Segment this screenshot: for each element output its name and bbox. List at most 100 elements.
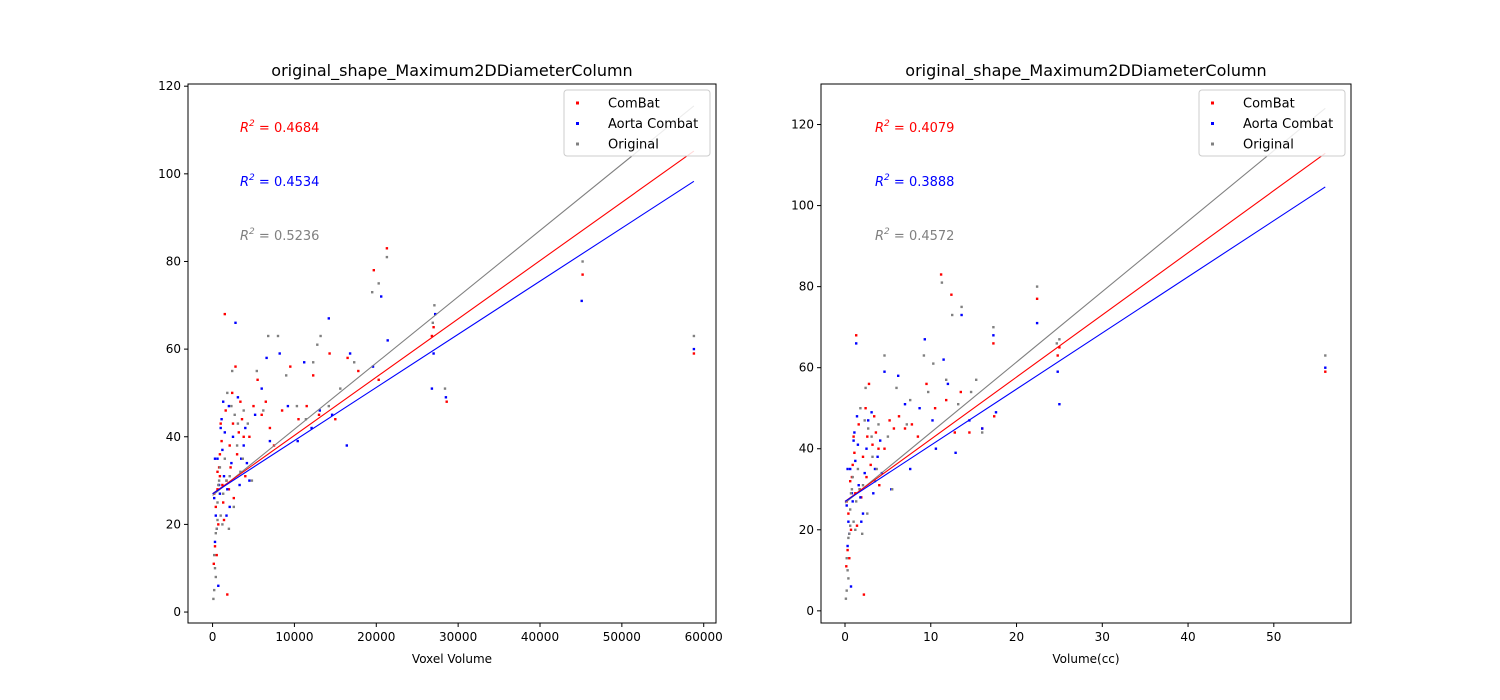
x-tick-label: 50 [1266, 630, 1281, 644]
data-point [222, 501, 225, 504]
data-point [212, 597, 215, 601]
regression-line [844, 152, 1326, 502]
data-point [845, 504, 848, 507]
data-point [231, 435, 235, 438]
data-point [883, 354, 886, 357]
data-point [248, 479, 251, 482]
data-point [353, 361, 356, 364]
data-point [869, 463, 872, 467]
y-tick-label: 60 [166, 342, 181, 356]
legend-marker [1211, 101, 1214, 105]
data-point [444, 396, 448, 399]
data-point [855, 500, 858, 503]
data-point [581, 273, 584, 276]
data-point [232, 496, 235, 500]
x-tick-label: 60000 [685, 630, 723, 644]
data-point [883, 447, 886, 450]
data-point [264, 400, 267, 403]
legend-box [563, 89, 711, 157]
data-point [230, 461, 233, 465]
data-point [1058, 338, 1061, 341]
data-point [297, 418, 300, 421]
legend-label: Aorta Combat [1243, 117, 1333, 132]
y-tick-label: 100 [158, 167, 181, 181]
data-point [214, 514, 217, 517]
data-point [851, 475, 854, 479]
data-point [994, 411, 998, 414]
axes-frame [187, 83, 717, 624]
data-point [265, 356, 268, 360]
y-tick-label: 0 [806, 604, 814, 618]
data-point [857, 484, 860, 487]
data-point [227, 404, 231, 408]
data-point [945, 378, 948, 381]
data-point [867, 419, 870, 422]
data-point [432, 352, 435, 355]
data-point [846, 467, 849, 471]
legend-label: ComBat [608, 97, 660, 112]
data-point [385, 255, 389, 259]
data-point [214, 505, 217, 509]
data-point [871, 443, 874, 446]
data-point [385, 247, 389, 250]
data-point [345, 444, 348, 447]
data-point [225, 514, 228, 517]
data-point [228, 444, 231, 447]
data-point [221, 523, 224, 526]
data-point [289, 365, 292, 368]
data-point [295, 404, 299, 408]
data-point [1055, 342, 1058, 345]
data-point [847, 536, 850, 540]
data-point [909, 467, 912, 471]
data-point [855, 415, 859, 418]
data-point [870, 411, 873, 414]
data-point [218, 466, 222, 469]
r-squared-annotation: R2 = 0.4572 [875, 227, 954, 244]
data-point [1324, 370, 1327, 373]
data-point [241, 457, 244, 460]
data-point [240, 457, 243, 460]
regression-line [212, 180, 695, 495]
data-point [1058, 346, 1061, 349]
data-point [213, 457, 217, 460]
legend-label: Original [608, 138, 659, 153]
data-point [846, 548, 849, 552]
data-point [856, 467, 860, 471]
data-point [213, 588, 216, 592]
data-point [252, 404, 255, 408]
data-point [253, 413, 257, 416]
data-point [859, 496, 862, 499]
data-point [942, 358, 945, 361]
x-tick-label: 10000 [275, 630, 313, 644]
legend: ComBat Aorta Combat Original [563, 89, 711, 157]
y-tick-label: 20 [166, 517, 181, 531]
data-point [847, 512, 850, 515]
data-point [317, 413, 321, 416]
data-point [878, 484, 881, 487]
data-point [864, 407, 867, 410]
data-point [233, 413, 236, 416]
data-point [1058, 403, 1061, 406]
data-point [872, 492, 875, 495]
data-point [1035, 321, 1039, 325]
data-point [222, 518, 226, 522]
data-point [846, 544, 849, 548]
y-tick-label: 80 [799, 280, 814, 294]
data-point [922, 354, 926, 357]
data-point [903, 427, 907, 430]
chart-title: original_shape_Maximum2DDiameterColumn [271, 61, 632, 81]
data-point [219, 514, 222, 517]
data-point [371, 291, 374, 294]
data-point [221, 483, 224, 487]
data-point [216, 457, 219, 460]
data-point [339, 387, 342, 390]
data-point [330, 413, 334, 416]
data-point [854, 528, 857, 531]
data-point [216, 470, 219, 473]
data-point [223, 431, 226, 434]
data-point [859, 407, 862, 410]
data-point [1056, 370, 1059, 373]
data-point [846, 569, 849, 572]
data-point [939, 273, 943, 276]
